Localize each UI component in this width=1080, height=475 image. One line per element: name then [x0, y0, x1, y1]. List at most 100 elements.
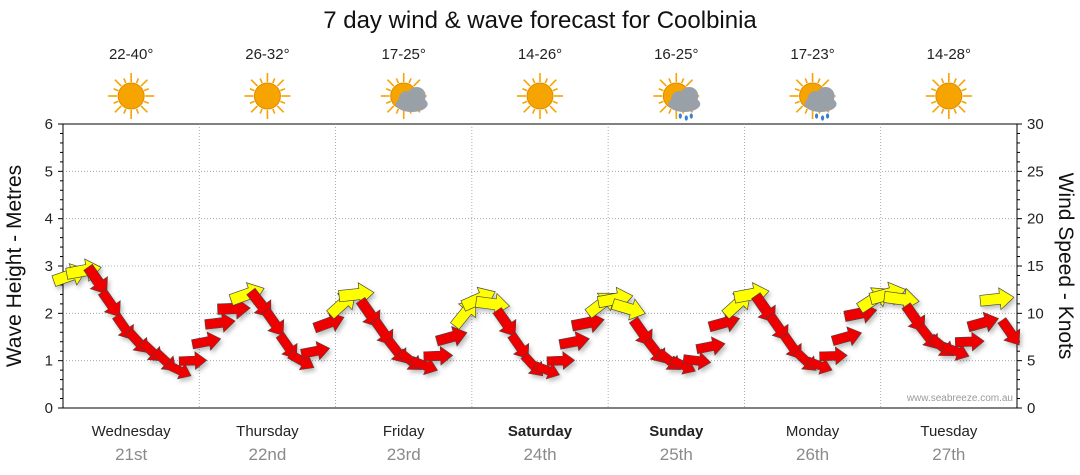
watermark: www.seabreeze.com.au [906, 393, 1013, 404]
chart-title: 7 day wind & wave forecast for Coolbinia [323, 7, 757, 34]
sunny-icon [244, 73, 291, 119]
sun-ray [123, 78, 127, 84]
wind-arrow-marker [610, 298, 646, 321]
left-axis-title: Wave Height - Metres [3, 165, 26, 367]
sun-ray [386, 79, 395, 87]
day-name-label: Monday [786, 423, 840, 440]
weather-row: 22-40° 26-32° 17-25° 14-26° 16-25° 17-23° 14-2… [108, 46, 972, 121]
sun-ray [531, 78, 536, 84]
temperature-range-label: 17-23° [790, 46, 834, 63]
sunny-icon [517, 73, 563, 119]
sun-ray [685, 79, 694, 87]
right-tick-label: 25 [1027, 163, 1044, 180]
day-date-label: 27th [932, 445, 965, 464]
day-date-label: 26th [796, 445, 829, 464]
wind-arrow-marker [570, 311, 605, 334]
left-tick-label: 0 [45, 400, 53, 417]
wind-arrow-marker [805, 356, 833, 375]
rain-drop [814, 113, 819, 119]
day-labels: Wednesday 21st Thursday 22nd Friday 23rd Satur… [92, 423, 978, 464]
sun-ray [668, 78, 672, 84]
sun-ray [135, 108, 140, 114]
sun-ray [795, 79, 804, 87]
right-axis-title: Wind Speed - Knots [1054, 173, 1077, 360]
sun-ray [385, 87, 392, 92]
sun-ray [680, 78, 685, 84]
sun-ray [953, 78, 957, 84]
sun-ray [250, 105, 259, 113]
left-axis-ticks: 0 1 2 3 4 5 6 [45, 116, 63, 417]
wind-arrow-marker [979, 287, 1015, 311]
rain-drop [825, 113, 830, 119]
rain-drop [684, 115, 688, 121]
wind-arrow-marker [261, 307, 285, 336]
sun-ray [395, 78, 400, 84]
sun-ray [932, 79, 940, 87]
sun-ray [544, 78, 549, 84]
sun-ray [135, 78, 140, 84]
right-tick-label: 0 [1027, 400, 1035, 417]
cloud-part [407, 87, 426, 105]
sun-ray [821, 79, 830, 87]
day-name-label: Sunday [649, 423, 704, 440]
left-tick-label: 6 [45, 116, 53, 133]
wind-arrow-marker [830, 326, 863, 347]
wind-arrow-marker [533, 361, 560, 380]
left-tick-label: 5 [45, 163, 53, 180]
wind-arrow-marker [819, 346, 848, 366]
sun-ray [794, 87, 800, 92]
cloud-part [680, 87, 699, 105]
cloud-icon [804, 87, 837, 121]
right-tick-label: 30 [1027, 116, 1044, 133]
day-date-label: 21st [115, 445, 147, 464]
sun-ray [658, 87, 664, 92]
sun-icon [517, 73, 563, 119]
partly-cloudy-icon [380, 73, 428, 119]
rain-drop [820, 115, 825, 121]
sun-ray [953, 108, 957, 114]
showers-icon [653, 73, 701, 121]
sunny-icon [108, 73, 155, 119]
sun-disc [526, 82, 554, 110]
wind-arrow-marker [707, 311, 741, 333]
sun-ray [114, 79, 122, 87]
left-tick-label: 4 [45, 211, 53, 228]
sun-ray [140, 79, 148, 87]
sun-ray [249, 100, 255, 105]
wind-arrow-marker [423, 345, 454, 366]
left-tick-label: 3 [45, 258, 53, 275]
sun-ray [259, 108, 263, 114]
wind-arrow-marker [83, 263, 108, 295]
sun-ray [276, 105, 285, 113]
sun-ray [249, 87, 255, 92]
sun-ray [961, 100, 967, 105]
sun-ray [386, 105, 395, 113]
sun-ray [961, 87, 967, 92]
left-tick-label: 1 [45, 353, 53, 370]
right-tick-label: 15 [1027, 258, 1044, 275]
wind-arrow-marker [558, 331, 590, 352]
temperature-range-label: 14-26° [518, 46, 562, 63]
sun-ray [272, 78, 276, 84]
cloud-icon [395, 87, 428, 112]
sun-ray [958, 105, 966, 113]
day-name-label: Tuesday [920, 423, 977, 440]
sun-ray [259, 78, 263, 84]
sunny-icon [925, 73, 972, 119]
sun-ray [958, 79, 966, 87]
wind-arrow-marker [97, 288, 121, 318]
wind-arrow-marker [409, 356, 438, 376]
sun-ray [272, 108, 276, 114]
temperature-range-label: 26-32° [245, 46, 289, 63]
wind-arrow-marker [178, 351, 208, 371]
right-tick-label: 5 [1027, 353, 1035, 370]
sun-ray [523, 105, 531, 113]
wind-arrow-marker [204, 312, 236, 333]
wind-arrow-marker [682, 351, 712, 371]
sun-ray [804, 108, 808, 114]
sun-ray [140, 105, 148, 113]
day-name-label: Thursday [236, 423, 299, 440]
wind-arrow-marker [695, 336, 726, 356]
wind-arrow-marker [300, 341, 331, 361]
sun-ray [932, 105, 940, 113]
